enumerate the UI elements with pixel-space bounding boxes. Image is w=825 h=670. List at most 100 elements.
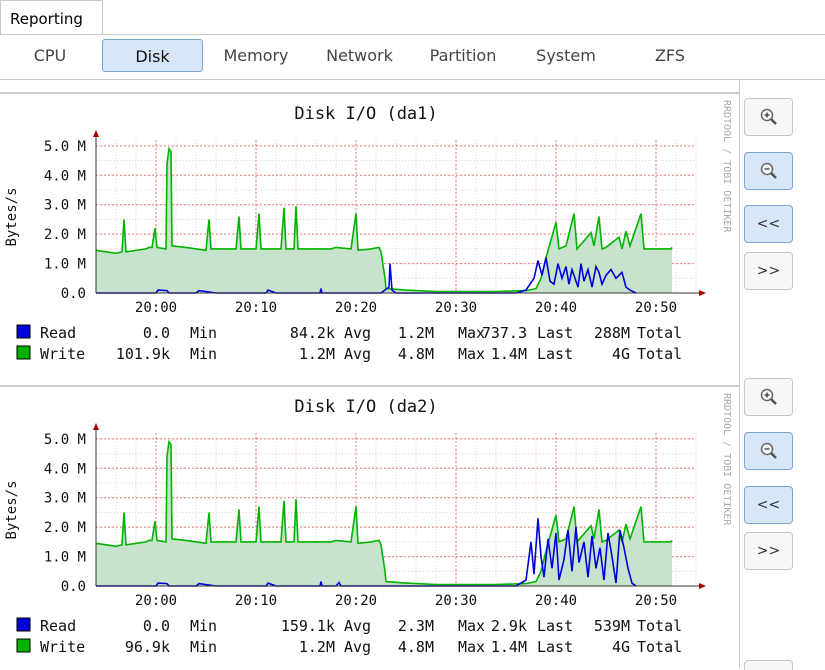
legend-stat-value: 159.1k <box>281 617 335 635</box>
legend-series-name: Read <box>40 617 76 635</box>
tab-zfs[interactable]: ZFS <box>654 46 686 65</box>
zoom-in-button-next[interactable] <box>744 660 793 670</box>
x-tick-label: 20:00 <box>135 593 177 609</box>
legend-stat-unit: Max <box>458 617 485 635</box>
legend-stat-value: 1.2M <box>299 638 335 656</box>
legend-stat-unit: Min <box>190 345 217 363</box>
legend-stat-unit: Avg <box>344 324 371 342</box>
forward-button-da1[interactable]: >> <box>744 252 793 290</box>
legend-stat-unit: Min <box>190 638 217 656</box>
y-tick-label: 5.0 M <box>44 139 86 155</box>
legend-stat-unit: Avg <box>344 638 371 656</box>
write-series-line <box>95 146 673 293</box>
zoom-in-button-da1[interactable] <box>744 98 793 136</box>
legend-stat-value: 737.3 <box>482 324 527 342</box>
legend-stat-value: 1.4M <box>491 345 527 363</box>
zoom-in-icon <box>760 108 777 125</box>
y-tick-label: 5.0 M <box>44 432 86 448</box>
legend-series-name: Read <box>40 324 76 342</box>
legend-stat-value: 84.2k <box>290 324 335 342</box>
y-axis-label: Bytes/s <box>4 187 20 246</box>
tab-cpu[interactable]: CPU <box>33 46 67 65</box>
legend-stat-value: 0.0 <box>143 617 170 635</box>
write-area-fill <box>96 441 672 586</box>
legend-stat-value: 0.0 <box>143 324 170 342</box>
x-tick-label: 20:10 <box>235 300 277 316</box>
legend-stat-unit: Total <box>637 324 682 342</box>
legend-stat-unit: Last <box>537 324 573 342</box>
tab-memory[interactable]: Memory <box>223 46 289 65</box>
legend-stat-value: 4.8M <box>398 638 434 656</box>
legend-stat-value: 1.2M <box>299 345 335 363</box>
x-tick-label: 20:40 <box>535 593 577 609</box>
x-axis-arrow <box>699 583 706 589</box>
x-tick-label: 20:10 <box>235 593 277 609</box>
y-tick-label: 3.0 M <box>44 491 86 507</box>
rrdtool-watermark: RRDTOOL / TOBI OETIKER <box>721 393 732 526</box>
reporting-tab-label: Reporting <box>10 10 83 28</box>
x-tick-label: 20:20 <box>335 300 377 316</box>
legend-stat-value: 4.8M <box>398 345 434 363</box>
back-button-label: << <box>756 216 781 232</box>
write-series-line <box>95 439 673 586</box>
legend-series-name: Write <box>40 638 85 656</box>
legend-stat-unit: Total <box>637 638 682 656</box>
legend-stat-unit: Avg <box>344 345 371 363</box>
zoom-out-icon <box>760 162 777 179</box>
x-tick-label: 20:00 <box>135 300 177 316</box>
graphs-scroll-area[interactable]: Disk I/O (da1) Bytes/s RRDTOOL / TOBI OETI… <box>0 80 740 668</box>
x-tick-label: 20:40 <box>535 300 577 316</box>
legend-stat-unit: Max <box>458 345 485 363</box>
tab-system[interactable]: System <box>536 46 596 65</box>
disk-io-da1-graph: Disk I/O (da1) Bytes/s RRDTOOL / TOBI OETI… <box>0 92 739 363</box>
y-tick-label: 4.0 M <box>44 168 86 184</box>
reporting-tab[interactable]: Reporting <box>0 0 103 35</box>
legend-stat-unit: Last <box>537 345 573 363</box>
forward-button-da2[interactable]: >> <box>744 532 793 570</box>
tab-disk[interactable]: Disk <box>102 39 203 72</box>
y-axis-arrow <box>93 130 99 137</box>
x-tick-label: 20:30 <box>435 593 477 609</box>
rrdtool-watermark: RRDTOOL / TOBI OETIKER <box>721 100 732 233</box>
zoom-in-button-da2[interactable] <box>744 378 793 416</box>
back-button-da2[interactable]: << <box>744 486 793 524</box>
zoom-out-button-da1[interactable] <box>744 152 793 190</box>
forward-button-label: >> <box>756 263 781 279</box>
legend-stat-unit: Max <box>458 638 485 656</box>
y-tick-label: 2.0 M <box>44 520 86 536</box>
back-button-da1[interactable]: << <box>744 205 793 243</box>
legend-series-name: Write <box>40 345 85 363</box>
forward-button-label: >> <box>756 543 781 559</box>
graph-controls: << >> << >> <box>740 80 825 670</box>
back-button-label: << <box>756 497 781 513</box>
legend-swatch <box>16 345 31 360</box>
legend-stat-unit: Avg <box>344 617 371 635</box>
legend-swatch <box>16 638 31 653</box>
y-axis-arrow <box>93 423 99 430</box>
disk-io-da2-graph: Disk I/O (da2) Bytes/s RRDTOOL / TOBI OETI… <box>0 385 739 656</box>
zoom-out-icon <box>760 442 777 459</box>
legend-stat-unit: Min <box>190 324 217 342</box>
y-tick-label: 0.0 <box>61 579 86 595</box>
legend-stat-unit: Last <box>537 638 573 656</box>
y-tick-label: 0.0 <box>61 286 86 302</box>
legend-stat-unit: Last <box>537 617 573 635</box>
legend-stat-value: 288M <box>594 324 630 342</box>
legend-swatch <box>16 617 31 632</box>
legend-stat-unit: Total <box>637 345 682 363</box>
legend-stat-value: 2.9k <box>491 617 527 635</box>
legend-stat-value: 1.4M <box>491 638 527 656</box>
legend-stat-value: 1.2M <box>398 324 434 342</box>
y-tick-label: 3.0 M <box>44 198 86 214</box>
x-tick-label: 20:20 <box>335 593 377 609</box>
tab-partition[interactable]: Partition <box>429 46 497 65</box>
y-tick-label: 2.0 M <box>44 227 86 243</box>
x-axis-arrow <box>699 290 706 296</box>
legend-stat-unit: Total <box>637 617 682 635</box>
x-tick-label: 20:30 <box>435 300 477 316</box>
legend-stat-value: 4G <box>612 638 630 656</box>
legend-stat-value: 101.9k <box>116 345 170 363</box>
legend-stat-value: 539M <box>594 617 630 635</box>
zoom-out-button-da2[interactable] <box>744 432 793 470</box>
tab-network[interactable]: Network <box>326 46 393 65</box>
